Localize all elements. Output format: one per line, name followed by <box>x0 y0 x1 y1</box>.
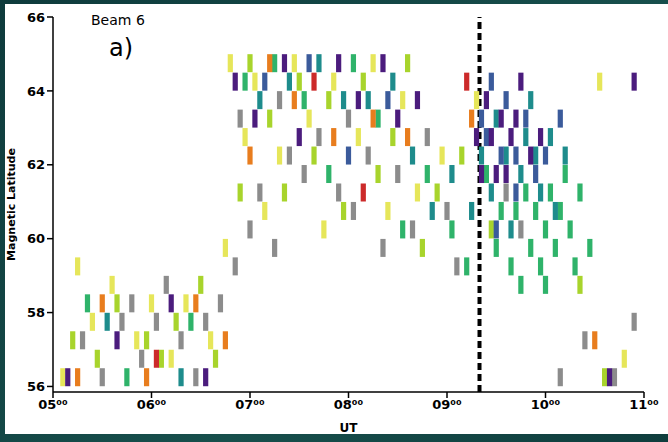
svg-text:66: 66 <box>27 10 45 25</box>
svg-text:64: 64 <box>27 84 45 99</box>
svg-text:07⁰⁰: 07⁰⁰ <box>235 397 265 412</box>
svg-text:10⁰⁰: 10⁰⁰ <box>531 397 561 412</box>
html-text:Beam 6: Beam 6 <box>91 12 145 28</box>
svg-text:Magnetic Latitude: Magnetic Latitude <box>5 148 18 261</box>
svg-text:62: 62 <box>27 157 45 172</box>
svg-text:60: 60 <box>27 231 45 246</box>
svg-text:11⁰⁰: 11⁰⁰ <box>629 397 659 412</box>
svg-text:UT: UT <box>340 421 359 434</box>
svg-text:09⁰⁰: 09⁰⁰ <box>432 397 462 412</box>
svg-text:08⁰⁰: 08⁰⁰ <box>334 397 364 412</box>
svg-text:06⁰⁰: 06⁰⁰ <box>137 397 167 412</box>
svg-text:05⁰⁰: 05⁰⁰ <box>38 397 68 412</box>
html-text:a): a) <box>109 34 134 62</box>
svg-text:58: 58 <box>27 305 45 320</box>
svg-text:56: 56 <box>27 379 45 394</box>
